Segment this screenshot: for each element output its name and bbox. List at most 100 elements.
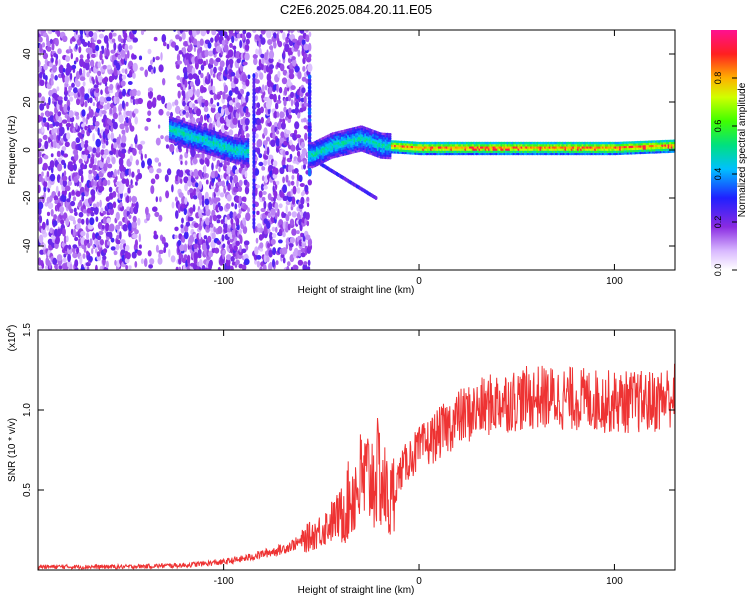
spectrogram-cell (219, 60, 225, 68)
spectrogram-cell (252, 199, 256, 205)
spectrogram-cell (247, 153, 250, 156)
spectrogram-cell (182, 110, 187, 115)
spectrogram-cell (131, 88, 138, 97)
spectrogram-cell (101, 225, 105, 230)
spectrogram-cell (304, 132, 308, 141)
spectrogram-cell (115, 62, 121, 71)
spectrogram-cell (95, 107, 101, 113)
spectrogram-cell (279, 136, 285, 144)
spectrogram-cell (42, 32, 48, 38)
spectrogram-cell (664, 144, 667, 147)
spectrogram-cell (296, 150, 301, 157)
spectrogram-cell (130, 205, 134, 215)
spectrogram-cell (67, 253, 71, 263)
spectrogram-cell (520, 152, 523, 156)
spectrogram-cell (264, 84, 268, 91)
spectrogram-cell (436, 141, 439, 145)
spectrogram-cell (62, 257, 67, 263)
spectrogram-cell (520, 148, 523, 151)
spectrogram-cell (601, 141, 605, 145)
spectrogram-cell (263, 200, 267, 210)
spectrogram-cell (97, 127, 100, 136)
spectrogram-cell (121, 249, 126, 255)
spectrogram-cell (98, 185, 105, 192)
spectrogram-cell (530, 148, 533, 151)
spectrogram-cell (219, 192, 225, 198)
spectrogram-cell (299, 30, 305, 34)
spectrogram-cell (193, 243, 198, 250)
spectrogram-cell (515, 141, 519, 145)
spectrogram-cell (271, 30, 275, 34)
spectrogram-cell (179, 154, 183, 160)
spectrogram-cell (567, 150, 570, 153)
spectrogram-cell (433, 148, 436, 151)
spectrogram-cell (170, 41, 177, 48)
spectrogram-cell (564, 148, 567, 151)
spectrogram-cell (49, 123, 54, 129)
spectrogram-cell (465, 152, 469, 156)
spectrogram-cell (96, 251, 101, 257)
spectrogram-cell (296, 230, 300, 235)
spectrogram-cell (118, 73, 123, 82)
spectrogram-cell (500, 152, 503, 156)
spectrogram-cell (252, 83, 256, 89)
spectrogram-cell (39, 79, 45, 87)
spectrogram-cell (43, 191, 46, 200)
spectrogram-cell (105, 48, 110, 58)
spectrogram-cell (125, 178, 130, 188)
spectrogram-cell (153, 36, 158, 42)
spectrogram-cell (508, 141, 511, 145)
spectrogram-cell (204, 191, 209, 201)
spectrogram-cell (92, 203, 97, 208)
spectrogram-cell (64, 141, 70, 148)
spectrogram-cell (656, 150, 659, 154)
spectrogram-cell (666, 141, 669, 145)
spectrogram-cell (641, 151, 644, 155)
spectrogram-cell (235, 240, 240, 246)
spectrogram-cell (89, 238, 93, 246)
spectrogram-cell (512, 148, 515, 151)
spectrogram-cell (669, 146, 672, 149)
spectrogram-cell (38, 156, 43, 165)
spectrogram-cell (520, 146, 523, 149)
spectrogram-cell (158, 108, 164, 116)
spectrogram-cell (187, 73, 194, 80)
spectrogram-cell (203, 165, 207, 174)
spectrogram-cell (475, 141, 478, 145)
spectrogram-cell (492, 146, 495, 149)
spectrogram-cell (478, 150, 481, 153)
spectrogram-cell (229, 43, 233, 48)
spectrogram-cell (308, 53, 312, 59)
spectrogram-cell (575, 146, 578, 149)
spectrogram-cell (79, 76, 86, 81)
spectrogram-cell (132, 30, 137, 35)
spectrogram-cell (231, 35, 235, 44)
spectrogram-cell (128, 45, 133, 50)
spectrogram-cell (107, 179, 111, 186)
spectrogram-cell (206, 224, 210, 230)
spectrogram-cell (445, 152, 448, 156)
spectrogram-cell (306, 212, 310, 220)
spectrogram-cell (99, 199, 102, 208)
spectrogram-cell (255, 79, 260, 84)
spectrogram-cell (294, 65, 300, 73)
spectrogram-cell (285, 130, 291, 135)
spectrogram-cell (150, 59, 153, 66)
spectrogram-cell (661, 150, 664, 154)
spectrogram-cell (275, 180, 280, 185)
spectrogram-cell (550, 141, 553, 145)
spectrogram-cell (307, 121, 312, 127)
spectrogram-cell (626, 145, 630, 149)
spectrogram-cell (208, 117, 212, 124)
spectrogram-cell (293, 247, 299, 257)
spectrogram-cell (282, 118, 286, 125)
spectrogram-cell (78, 168, 84, 176)
spectrogram-cell (428, 141, 431, 145)
spectrogram-cell (634, 149, 637, 153)
spectrogram-cell (406, 145, 409, 148)
spectrogram-cell (641, 147, 644, 150)
spectrogram-cell (236, 213, 241, 219)
spectrogram-cell (586, 141, 589, 145)
spectrogram-cell (439, 152, 442, 156)
